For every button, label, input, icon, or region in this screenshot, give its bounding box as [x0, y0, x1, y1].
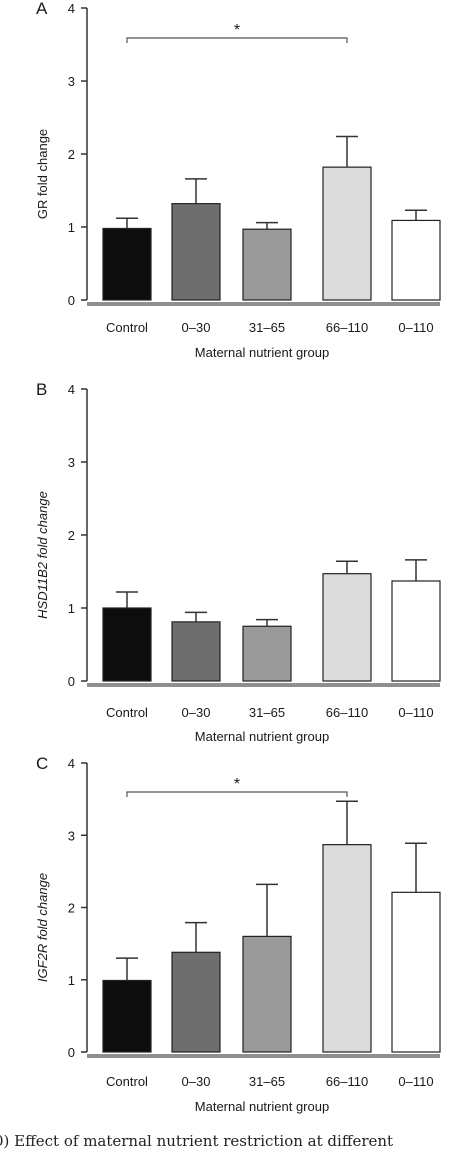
significance-bracket: [126, 791, 348, 797]
category-label: 0–110: [398, 705, 433, 720]
category-label: 66–110: [326, 705, 368, 720]
bar: [391, 580, 441, 682]
bar: [171, 951, 221, 1053]
panel-letter: C: [36, 754, 48, 773]
x-axis-baseline: [87, 302, 440, 306]
y-tick-label: 1: [68, 220, 75, 235]
y-tick-label: 0: [68, 674, 75, 689]
panel-letter: A: [36, 0, 48, 18]
category-label: Control: [106, 705, 148, 720]
significance-star: *: [234, 776, 240, 793]
category-label: 31–65: [249, 320, 285, 335]
panel-c: C 0 1 2 3 4 IGF2R fold change Control 0–30 31–65 6…: [35, 754, 441, 1114]
bar: [391, 219, 441, 301]
y-tick-label: 3: [68, 455, 75, 470]
y-tick-label: 1: [68, 601, 75, 616]
bar: [242, 228, 292, 301]
panel-letter: B: [36, 380, 47, 399]
bar: [242, 625, 292, 682]
figure-caption: 0) Effect of maternal nutrient restricti…: [0, 1132, 393, 1150]
bar: [102, 979, 152, 1053]
category-label: 66–110: [326, 1074, 368, 1089]
category-label: 0–30: [182, 1074, 211, 1089]
y-tick-label: 1: [68, 973, 75, 988]
bar: [322, 573, 372, 682]
x-axis-baseline: [87, 1054, 440, 1058]
x-axis-label: Maternal nutrient group: [195, 729, 329, 744]
y-tick-label: 4: [68, 382, 75, 397]
category-label: 0–30: [182, 705, 211, 720]
x-axis-baseline: [87, 683, 440, 687]
category-label: 66–110: [326, 320, 368, 335]
category-label: 0–30: [182, 320, 211, 335]
y-tick-label: 2: [68, 147, 75, 162]
significance-bracket: [126, 37, 348, 43]
y-tick-label: 0: [68, 1045, 75, 1060]
y-axis-label: GR fold change: [35, 129, 50, 219]
category-label: 0–110: [398, 1074, 433, 1089]
category-label: 0–110: [398, 320, 433, 335]
category-label: Control: [106, 320, 148, 335]
x-axis-label: Maternal nutrient group: [195, 1099, 329, 1114]
panel-b: B 0 1 2 3 4 HSD11B2 fold change Control 0–30 31–6…: [35, 380, 441, 744]
y-axis-label: IGF2R fold change: [35, 873, 50, 982]
bar: [391, 891, 441, 1053]
bar: [102, 607, 152, 682]
y-tick-label: 2: [68, 901, 75, 916]
bar: [242, 935, 292, 1053]
category-label: Control: [106, 1074, 148, 1089]
y-axis-label: HSD11B2 fold change: [35, 491, 50, 619]
bar: [322, 844, 372, 1053]
bar: [171, 621, 221, 682]
bar: [171, 203, 221, 301]
y-tick-label: 4: [68, 1, 75, 16]
y-tick-label: 3: [68, 74, 75, 89]
bar: [322, 166, 372, 301]
x-axis-label: Maternal nutrient group: [195, 345, 329, 360]
panel-a: A 0 1 2 3 4 GR fold change Control 0–30 31–65 66–1…: [35, 0, 441, 360]
significance-star: *: [234, 22, 240, 39]
bar: [102, 227, 152, 301]
y-tick-label: 4: [68, 756, 75, 771]
category-label: 31–65: [249, 1074, 285, 1089]
category-label: 31–65: [249, 705, 285, 720]
y-tick-label: 3: [68, 828, 75, 843]
y-tick-label: 2: [68, 528, 75, 543]
y-tick-label: 0: [68, 293, 75, 308]
